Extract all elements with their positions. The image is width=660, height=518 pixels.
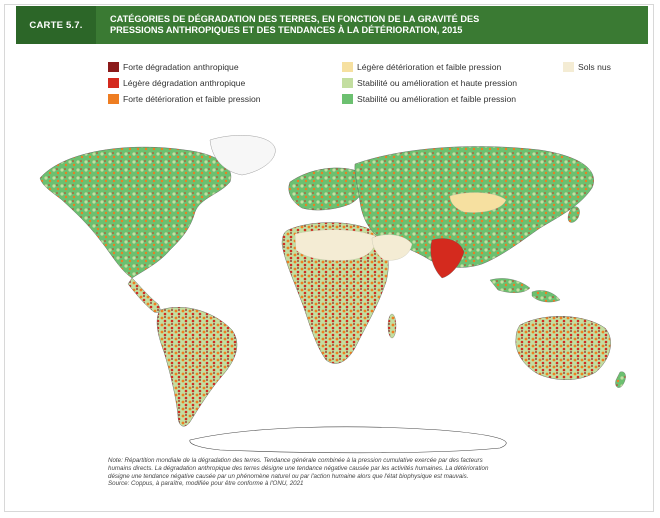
region-gobi-desert (449, 192, 507, 213)
legend-swatch (108, 78, 119, 88)
island-new-zealand (615, 371, 626, 388)
legend-swatch (342, 62, 353, 72)
legend-swatch (108, 94, 119, 104)
legend-label: Stabilité ou amélioration et haute press… (357, 78, 518, 88)
map-number-label: CARTE 5.7. (16, 6, 96, 44)
region-southeast-asia-islands (489, 278, 561, 303)
island-japan (567, 206, 580, 223)
legend-item-light-deterioration: Légère détérioration et faible pression (342, 62, 501, 72)
region-arabian-desert (371, 234, 413, 261)
legend-item-strong-deterioration: Forte détérioration et faible pression (108, 94, 261, 104)
legend-swatch (563, 62, 574, 72)
legend-label: Légère détérioration et faible pression (357, 62, 502, 72)
legend-swatch (342, 94, 353, 104)
legend-item-stable-low-pressure: Stabilité ou amélioration et faible pres… (342, 94, 516, 104)
legend-item-strong-anthropic: Forte dégradation anthropique (108, 62, 239, 72)
legend-swatch (108, 62, 119, 72)
map-title-line-2: PRESSIONS ANTHROPIQUES ET DES TENDANCES … (110, 25, 463, 35)
legend-item-bare-soil: Sols nus (563, 62, 611, 72)
legend-label: Sols nus (578, 62, 611, 72)
note-line-2: humains directs. La dégradation anthropi… (108, 464, 489, 472)
legend-swatch (342, 78, 353, 88)
note-source: Source: Coppus, à paraître, modifiée pou… (108, 480, 304, 488)
continent-central-america (127, 277, 161, 313)
note-line-1: Note: Répartition mondiale de la dégrada… (108, 457, 483, 464)
map-title: CATÉGORIES DE DÉGRADATION DES TERRES, EN… (96, 14, 610, 36)
legend-label: Forte dégradation anthropique (123, 62, 239, 72)
legend-item-light-anthropic: Légère dégradation anthropique (108, 78, 245, 88)
map-note: Note: Répartition mondiale de la dégrada… (108, 457, 598, 488)
landmass-greenland (209, 135, 276, 176)
region-india (430, 238, 465, 279)
legend-label: Stabilité ou amélioration et faible pres… (357, 94, 517, 104)
note-line-3: désigne une tendance négative causée par… (108, 472, 469, 480)
region-sahara (294, 229, 376, 261)
continent-antarctica (189, 426, 507, 454)
island-madagascar (387, 313, 397, 339)
world-map (39, 135, 626, 454)
continent-north-america (39, 146, 232, 279)
legend-label: Légère dégradation anthropique (123, 78, 246, 88)
map-title-line-1: CATÉGORIES DE DÉGRADATION DES TERRES, EN… (110, 14, 480, 24)
legend: Forte dégradation anthropique Légère dég… (108, 62, 648, 112)
continent-australia (515, 316, 611, 380)
legend-label: Forte détérioration et faible pression (123, 94, 261, 104)
continent-south-america (156, 307, 238, 427)
legend-item-stable-high-pressure: Stabilité ou amélioration et haute press… (342, 78, 517, 88)
map-header: CARTE 5.7. CATÉGORIES DE DÉGRADATION DES… (16, 6, 648, 44)
continent-europe (288, 167, 366, 211)
